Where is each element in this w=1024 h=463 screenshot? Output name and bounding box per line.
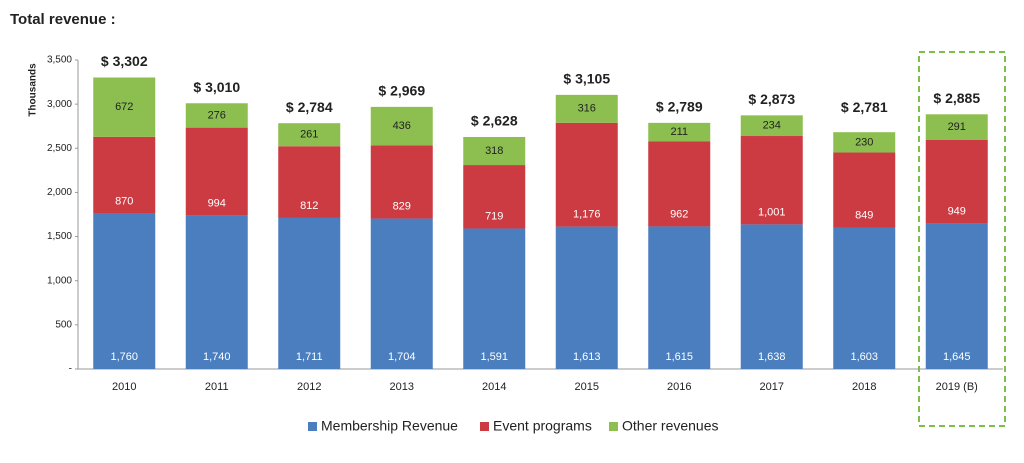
highlight-box xyxy=(918,51,1006,427)
x-tick-label: 2013 xyxy=(390,381,414,393)
data-label: 1,760 xyxy=(110,351,138,363)
total-label: $ 2,873 xyxy=(748,91,795,107)
bar-segment xyxy=(833,152,896,228)
data-label: 230 xyxy=(855,136,873,148)
bar-segment xyxy=(93,213,156,369)
bar-segment xyxy=(925,114,988,140)
y-tick-label: 500 xyxy=(55,319,72,330)
total-label: $ 2,628 xyxy=(471,113,518,129)
data-label: 849 xyxy=(855,209,873,221)
y-tick-label: 2,500 xyxy=(47,143,72,154)
data-label: 1,001 xyxy=(758,206,786,218)
bar-segment xyxy=(833,227,896,369)
total-label: $ 3,302 xyxy=(101,53,148,69)
bar-segment xyxy=(555,122,618,227)
bar-segment xyxy=(185,215,248,369)
data-label: 1,638 xyxy=(758,351,786,363)
total-label: $ 2,789 xyxy=(656,98,703,114)
bar-segment xyxy=(185,127,248,216)
total-label: $ 2,969 xyxy=(378,83,425,99)
data-label: 672 xyxy=(115,101,133,113)
data-label: 291 xyxy=(948,121,966,133)
bar-segment xyxy=(370,145,433,219)
x-tick-label: 2016 xyxy=(667,381,691,393)
data-label: 1,740 xyxy=(203,351,231,363)
bar-segment xyxy=(463,165,526,229)
x-tick-label: 2019 (B) xyxy=(936,381,978,393)
bar-segment xyxy=(278,146,341,218)
legend-swatch xyxy=(609,422,618,431)
data-label: 1,645 xyxy=(943,351,971,363)
y-axis-label: Thousands xyxy=(28,63,39,117)
bar-segment xyxy=(648,122,711,142)
bar-segment xyxy=(370,218,433,369)
total-label: $ 3,010 xyxy=(193,79,240,95)
x-tick-label: 2017 xyxy=(760,381,784,393)
bar-segment xyxy=(463,228,526,369)
bar-segment xyxy=(185,103,248,128)
bar-segment xyxy=(278,217,341,369)
total-label: $ 2,784 xyxy=(286,99,333,115)
bar-segment xyxy=(93,136,156,214)
bar-segment xyxy=(370,106,433,146)
data-label: 870 xyxy=(115,196,133,208)
y-tick-label: 1,000 xyxy=(47,275,72,286)
bar-segment xyxy=(648,141,711,227)
data-label: 812 xyxy=(300,200,318,212)
y-tick-label: 3,500 xyxy=(47,55,72,66)
bar-segment xyxy=(648,226,711,369)
bar-segment xyxy=(833,132,896,153)
legend-swatch xyxy=(480,422,489,431)
legend-label: Membership Revenue xyxy=(321,418,458,434)
data-label: 962 xyxy=(670,208,688,220)
y-tick-label: 2,000 xyxy=(47,187,72,198)
y-tick-label: 3,000 xyxy=(47,99,72,110)
bar-segment xyxy=(740,224,803,369)
bar-segment xyxy=(740,115,803,137)
x-tick-label: 2010 xyxy=(112,381,136,393)
bar-segment xyxy=(93,77,156,137)
data-label: 949 xyxy=(948,206,966,218)
data-label: 1,615 xyxy=(665,351,693,363)
x-tick-label: 2012 xyxy=(297,381,321,393)
y-tick-label: - xyxy=(69,364,72,375)
data-label: 211 xyxy=(670,126,688,138)
bar-segment xyxy=(740,136,803,225)
total-label: $ 3,105 xyxy=(563,71,610,87)
bar-segment xyxy=(555,94,618,123)
total-label: $ 2,781 xyxy=(841,99,888,115)
data-label: 1,176 xyxy=(573,209,601,221)
x-tick-label: 2011 xyxy=(205,381,229,393)
legend-label: Other revenues xyxy=(622,418,719,434)
bar-segment xyxy=(925,223,988,369)
data-label: 316 xyxy=(578,103,596,115)
legend-swatch xyxy=(308,422,317,431)
x-tick-label: 2015 xyxy=(575,381,599,393)
bar-segment xyxy=(278,123,341,147)
data-label: 719 xyxy=(485,210,503,222)
total-label: $ 2,885 xyxy=(933,90,980,106)
data-label: 829 xyxy=(393,200,411,212)
bar-segment xyxy=(463,136,526,166)
data-label: 1,591 xyxy=(480,351,508,363)
bar-segment xyxy=(555,226,618,369)
data-label: 234 xyxy=(763,120,781,132)
data-label: 436 xyxy=(393,120,411,132)
data-label: 994 xyxy=(208,197,226,209)
data-label: 1,603 xyxy=(850,351,878,363)
x-tick-label: 2018 xyxy=(852,381,876,393)
bar-segment xyxy=(925,139,988,224)
legend-label: Event programs xyxy=(493,418,592,434)
data-label: 1,613 xyxy=(573,351,601,363)
data-label: 1,704 xyxy=(388,351,416,363)
data-label: 1,711 xyxy=(296,351,323,363)
data-label: 318 xyxy=(485,145,503,157)
chart-title: Total revenue : xyxy=(10,11,116,28)
x-tick-label: 2014 xyxy=(482,381,506,393)
data-label: 261 xyxy=(300,129,318,141)
data-label: 276 xyxy=(208,109,226,121)
y-tick-label: 1,500 xyxy=(47,231,72,242)
